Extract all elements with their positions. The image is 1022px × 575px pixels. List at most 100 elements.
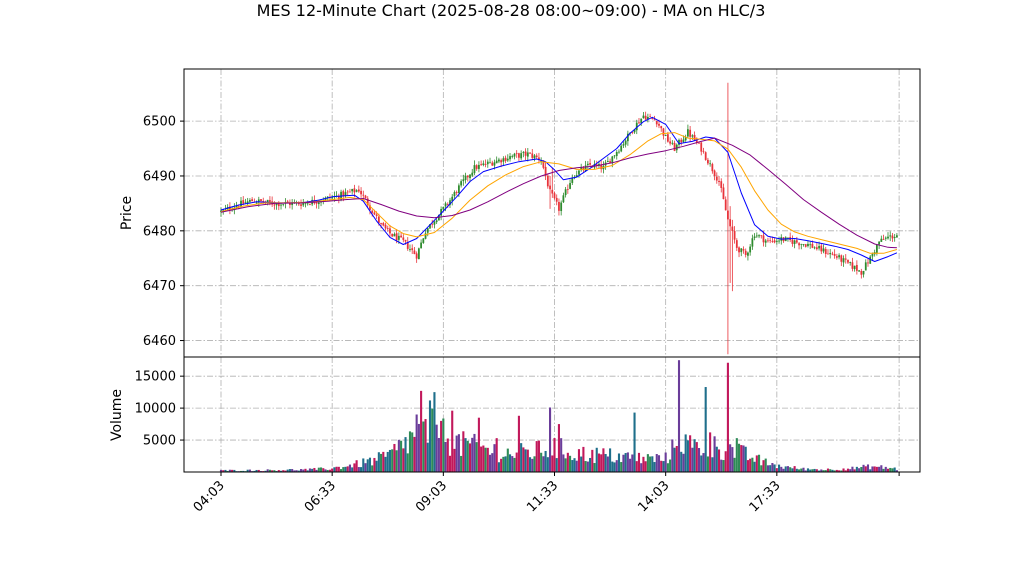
- volume-bar: [800, 468, 803, 472]
- candle-body: [562, 195, 565, 203]
- volume-bar: [299, 469, 303, 472]
- candle-body: [884, 237, 887, 239]
- volume-bar: [635, 461, 638, 472]
- volume-bar: [437, 437, 440, 472]
- volume-bar: [826, 468, 830, 472]
- candle-body: [695, 140, 698, 143]
- candle-body: [331, 196, 334, 199]
- volume-bar: [313, 467, 316, 472]
- candle-body: [529, 152, 531, 154]
- volume-bar: [895, 470, 898, 472]
- volume-bar: [440, 420, 443, 472]
- candle-body: [489, 162, 491, 164]
- volume-bar: [497, 462, 500, 472]
- volume-bar: [239, 470, 243, 472]
- volume-bar: [475, 442, 478, 472]
- volume-bar: [560, 438, 563, 472]
- volume-bar: [228, 469, 231, 472]
- candle-body: [589, 163, 591, 165]
- volume-bar: [380, 453, 383, 472]
- volume-bar: [302, 469, 305, 472]
- candle-body: [246, 201, 249, 204]
- volume-bar: [308, 468, 311, 472]
- candle-body: [406, 241, 409, 249]
- volume-bar: [320, 467, 323, 472]
- volume-bar: [500, 458, 503, 472]
- volume-bar: [724, 451, 727, 472]
- volume-bar: [869, 469, 872, 472]
- candle-body: [309, 204, 311, 205]
- volume-bar: [557, 424, 560, 472]
- candle-body: [260, 199, 262, 202]
- volume-bar: [813, 468, 816, 472]
- volume-bar: [626, 452, 629, 472]
- volume-bar: [468, 443, 472, 472]
- price-y-tick-label: 6500: [143, 115, 176, 130]
- candle-body: [775, 240, 778, 242]
- volume-bar: [640, 463, 643, 472]
- candle-body: [397, 235, 400, 240]
- candle-body: [684, 136, 687, 141]
- candle-body: [655, 121, 658, 125]
- candle-body: [457, 185, 460, 193]
- candle-body: [513, 153, 516, 157]
- candle-body: [833, 254, 836, 256]
- volume-bar: [453, 448, 456, 472]
- candle-body: [235, 205, 238, 208]
- volume-bar: [809, 469, 812, 472]
- volume-bar: [880, 465, 883, 472]
- volume-bar: [571, 460, 574, 472]
- volume-bar: [597, 453, 601, 472]
- candle-body: [500, 160, 503, 163]
- candle-body: [320, 201, 322, 203]
- volume-bar: [531, 458, 534, 472]
- volume-bar: [488, 454, 492, 472]
- candle-body: [493, 162, 496, 166]
- candle-body: [511, 156, 514, 157]
- volume-bar: [740, 445, 743, 472]
- volume-bar: [460, 455, 463, 472]
- volume-bar: [589, 457, 592, 472]
- candle-body: [466, 175, 469, 178]
- candle-body: [840, 255, 843, 262]
- volume-bar: [642, 456, 645, 472]
- volume-bar: [622, 454, 625, 472]
- volume-bar: [613, 462, 616, 472]
- volume-bar: [729, 444, 732, 472]
- candle-body: [829, 253, 832, 255]
- volume-bar: [540, 452, 543, 472]
- volume-bar: [306, 470, 309, 472]
- candle-body: [666, 134, 669, 142]
- volume-bar: [266, 469, 269, 472]
- candle-body: [626, 133, 629, 142]
- candle-body: [813, 247, 816, 249]
- candle-body: [742, 249, 745, 251]
- volume-bar: [886, 468, 890, 472]
- volume-bar: [348, 464, 352, 472]
- volume-bar: [549, 407, 552, 472]
- volume-bar: [304, 468, 307, 472]
- volume-bar: [402, 448, 405, 472]
- candle-body: [731, 226, 734, 231]
- candle-body: [711, 164, 714, 172]
- candle-body: [533, 155, 536, 159]
- candle-body: [624, 140, 627, 145]
- volume-axis-label: Volume: [109, 389, 125, 441]
- candle-body: [304, 202, 307, 204]
- volume-bar: [662, 461, 665, 472]
- candle-body: [764, 240, 767, 243]
- volume-bar: [513, 457, 516, 472]
- candle-body: [451, 196, 454, 202]
- candle-body: [855, 264, 858, 271]
- candle-body: [555, 197, 558, 202]
- volume-bar: [253, 470, 256, 472]
- volume-bar: [293, 470, 296, 472]
- candle-body: [831, 253, 834, 255]
- candle-body: [869, 256, 872, 264]
- candle-body: [240, 200, 242, 207]
- time-x-tick-label: 14:03: [635, 478, 672, 515]
- candle-body: [478, 164, 480, 169]
- volume-bar: [804, 470, 807, 472]
- volume-bar: [713, 436, 716, 472]
- candle-body: [867, 262, 869, 264]
